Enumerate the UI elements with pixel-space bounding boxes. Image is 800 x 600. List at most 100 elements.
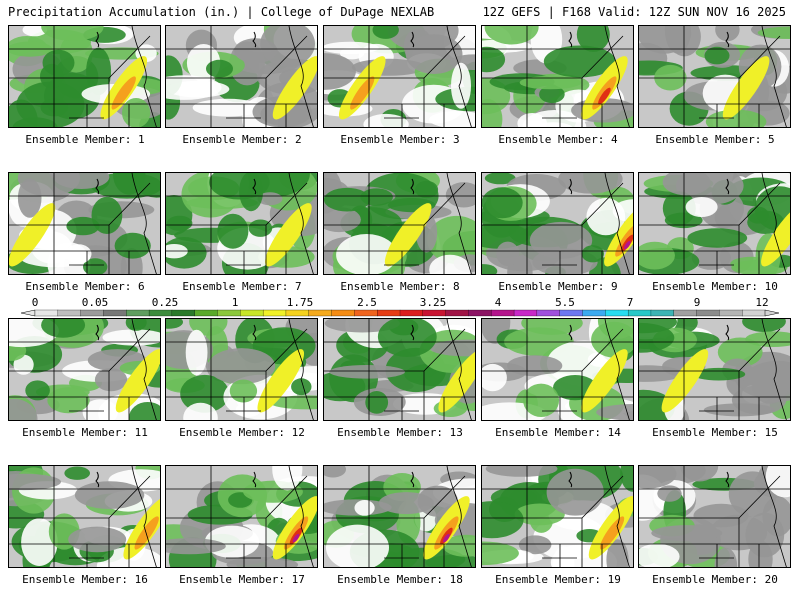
colorbar-segment [673, 309, 698, 317]
precip-map [639, 466, 790, 567]
precip-map [166, 466, 317, 567]
precip-map [9, 319, 160, 420]
colorbar-segment [627, 309, 652, 317]
colorbar-segment [445, 309, 469, 317]
state-boundaries [166, 319, 317, 420]
precip-map [324, 173, 475, 274]
ensemble-map-panel [638, 25, 791, 128]
colorbar-tick-label: 0.25 [151, 296, 179, 309]
state-boundaries [166, 26, 317, 127]
colorbar-tick-label: 1 [231, 296, 239, 309]
colorbar-tick-label: 5.5 [555, 296, 575, 309]
state-boundaries [9, 466, 160, 567]
colorbar-segment [103, 309, 127, 317]
colorbar-segment [696, 309, 720, 317]
colorbar-tick-label: 1.75 [286, 296, 314, 309]
state-boundaries [639, 173, 790, 274]
colorbar-segment [354, 309, 378, 317]
precip-map [324, 26, 475, 127]
colorbar-tick-label: 0.05 [81, 296, 109, 309]
state-boundaries [324, 319, 475, 420]
precip-map [482, 319, 633, 420]
panel-label: Ensemble Member: 19 [495, 573, 621, 586]
panel-label: Ensemble Member: 13 [337, 426, 463, 439]
panel-label: Ensemble Member: 14 [495, 426, 621, 439]
panel-label: Ensemble Member: 5 [655, 133, 775, 146]
colorbar-tick-label: 4 [494, 296, 502, 309]
panel-label: Ensemble Member: 3 [340, 133, 460, 146]
precip-map [482, 466, 633, 567]
ensemble-map-panel [8, 172, 161, 275]
precip-map [639, 26, 790, 127]
precip-map [9, 466, 160, 567]
precip-map [9, 26, 160, 127]
colorbar-segment [582, 309, 606, 317]
ensemble-map-panel [165, 172, 318, 275]
state-boundaries [482, 26, 633, 127]
state-boundaries [482, 173, 633, 274]
ensemble-map-panel [323, 318, 476, 421]
panel-label: Ensemble Member: 10 [652, 280, 778, 293]
ensemble-map-panel [638, 465, 791, 568]
colorbar-segment [80, 309, 104, 317]
state-boundaries [639, 26, 790, 127]
colorbar-segment [148, 309, 173, 317]
colorbar-tick-label: 12 [755, 296, 769, 309]
colorbar-segment [468, 309, 492, 317]
panel-label: Ensemble Member: 1 [25, 133, 145, 146]
ensemble-map-panel [165, 25, 318, 128]
panel-label: Ensemble Member: 16 [22, 573, 148, 586]
colorbar-segment [650, 309, 675, 317]
ensemble-map-panel [638, 172, 791, 275]
precip-map [324, 466, 475, 567]
precip-map [482, 26, 633, 127]
state-boundaries [324, 466, 475, 567]
panel-label: Ensemble Member: 4 [498, 133, 618, 146]
colorbar-segment [422, 309, 447, 317]
colorbar-segment [377, 309, 401, 317]
panel-label: Ensemble Member: 6 [25, 280, 145, 293]
state-boundaries [166, 466, 317, 567]
colorbar-tick-label: 3.25 [419, 296, 447, 309]
colorbar-segment [194, 309, 218, 317]
precip-map [166, 173, 317, 274]
ensemble-map-panel [323, 465, 476, 568]
colorbar-segment [742, 309, 766, 317]
ensemble-map-panel [481, 318, 634, 421]
colorbar-tick-label: 9 [693, 296, 701, 309]
colorbar-left-arrow [20, 309, 36, 317]
ensemble-map-panel [481, 172, 634, 275]
state-boundaries [324, 26, 475, 127]
panel-label: Ensemble Member: 12 [179, 426, 305, 439]
colorbar-segment [719, 309, 743, 317]
header-run-info: 12Z GEFS | F168 Valid: 12Z SUN NOV 16 20… [482, 5, 786, 19]
ensemble-map-panel [638, 318, 791, 421]
state-boundaries [9, 173, 160, 274]
panel-label: Ensemble Member: 7 [182, 280, 302, 293]
colorbar-right-arrow [764, 309, 780, 317]
state-boundaries [482, 466, 633, 567]
colorbar-segment [513, 309, 538, 317]
panel-label: Ensemble Member: 9 [498, 280, 618, 293]
colorbar-segment [217, 309, 241, 317]
ensemble-map-panel [8, 465, 161, 568]
ensemble-map-panel [323, 25, 476, 128]
precip-map [166, 26, 317, 127]
ensemble-map-panel [8, 318, 161, 421]
colorbar-segment [171, 309, 196, 317]
colorbar-segment [399, 309, 424, 317]
ensemble-map-panel [165, 318, 318, 421]
colorbar-segment [126, 309, 150, 317]
state-boundaries [639, 319, 790, 420]
precip-map [639, 319, 790, 420]
state-boundaries [9, 319, 160, 420]
ensemble-map-panel [323, 172, 476, 275]
ensemble-map-panel [8, 25, 161, 128]
ensemble-map-panel [165, 465, 318, 568]
colorbar: 0 0.05 0.25 1 1.75 2.5 3.25 4 5.5 7 9 12 [0, 296, 800, 320]
colorbar-segment [536, 309, 561, 317]
colorbar-segment [57, 309, 82, 317]
state-boundaries [166, 173, 317, 274]
state-boundaries [639, 466, 790, 567]
ensemble-map-panel [481, 25, 634, 128]
